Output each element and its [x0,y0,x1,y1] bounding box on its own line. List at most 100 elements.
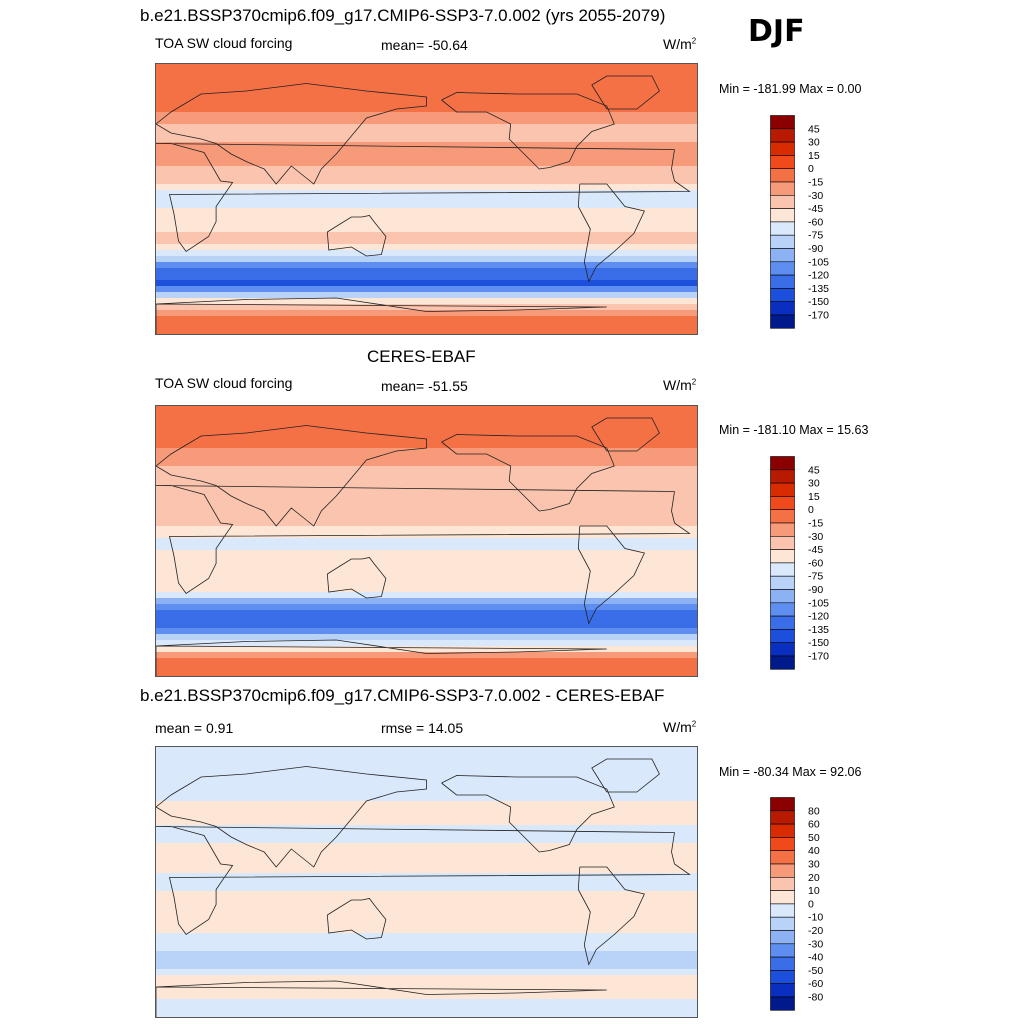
map-band [156,196,697,203]
panel2-map-svg [156,406,697,676]
panel3-title: b.e21.BSSP370cmip6.f09_g17.CMIP6-SSP3-7.… [140,686,665,705]
colorbar-swatch [770,261,795,276]
colorbar-swatch [770,181,795,196]
coastline [326,215,387,257]
colorbar-swatch [770,288,795,302]
colorbar-swatch [770,274,795,289]
panel2-colorbar: 45 30 15 0 -15 -30 -45 -60 -75 -90 -105 -120 -135 -15… [770,456,840,671]
map-band [156,825,697,832]
colorbar-swatch [770,549,795,564]
colorbar-swatch [770,629,795,643]
map-band [156,220,697,227]
map-band [156,789,697,796]
map-band [156,154,697,161]
coastline [441,92,615,170]
colorbar-tick-label: 50 [808,832,820,844]
map-band [156,88,697,95]
map-band [156,616,697,623]
colorbar-swatch [770,482,795,497]
map-band [156,831,697,838]
colorbar-tick-label: 45 [808,464,820,476]
map-band [156,981,697,988]
map-band [156,837,697,844]
panel2-map [155,405,698,677]
colorbar-tick-label: -150 [808,296,829,308]
colorbar-tick-label: -10 [808,912,823,924]
colorbar-tick-label: -90 [808,243,823,255]
colorbar-swatch [770,943,795,958]
map-band [156,634,697,641]
map-band [156,250,697,257]
map-band [156,993,697,1000]
map-band [156,184,697,191]
colorbar-swatch [770,996,795,1011]
panel1-map-svg [156,64,697,334]
map-band [156,945,697,952]
panel1-colorbar: 45 30 15 0 -15 -30 -45 -60 -75 -90 -105 -120 -135 -15… [770,115,840,330]
map-band [156,957,697,964]
colorbar-swatch [770,970,795,984]
map-band [156,406,697,413]
panel1-map [155,63,698,335]
colorbar-swatch [770,823,795,838]
map-band [156,484,697,491]
map-band [156,604,697,611]
map-band [156,466,697,473]
colorbar-swatch [770,234,795,249]
map-band [156,106,697,113]
map-band [156,478,697,485]
colorbar-tick-label: 0 [808,163,814,175]
map-band [156,112,697,119]
map-band [156,747,697,754]
colorbar-tick-label: -105 [808,256,829,268]
map-band [156,813,697,820]
map-band [156,753,697,760]
map-band [156,496,697,503]
map-band [156,526,697,533]
panel3-map [155,746,698,1018]
map-band [156,580,697,587]
map-band [156,861,697,868]
coastline [441,434,615,512]
coastline [156,83,427,185]
colorbar-tick-label: -60 [808,216,823,228]
panel1-units: W/m2 [663,36,697,52]
map-band [156,897,697,904]
colorbar-tick-label: 30 [808,478,820,490]
panel1-minmax: Min = -181.99 Max = 0.00 [719,82,862,96]
map-band [156,430,697,437]
map-band [156,316,697,323]
colorbar-swatch [770,890,795,905]
colorbar-swatch [770,301,795,316]
coastline [156,485,691,595]
colorbar-swatch [770,155,795,170]
map-band [156,136,697,143]
map-band [156,310,697,317]
colorbar-tick-label: -120 [808,270,829,282]
map-band [156,490,697,497]
colorbar-tick-label: -75 [808,230,823,242]
coastline [326,898,387,940]
map-band [156,915,697,922]
coastline [156,639,607,676]
map-band [156,538,697,545]
colorbar-tick-label: 0 [808,898,814,910]
colorbar-tick-label: -120 [808,611,829,623]
map-band [156,921,697,928]
colorbar-swatch [770,797,795,812]
colorbar-tick-label: 45 [808,123,820,135]
map-band [156,274,697,281]
colorbar-swatch [770,655,795,670]
map-band [156,64,697,71]
map-band [156,759,697,766]
colorbar-tick-label: 15 [808,491,820,503]
map-band [156,244,697,251]
map-band [156,124,697,131]
map-band [156,514,697,521]
colorbar-swatch [770,168,795,183]
colorbar-swatch [770,916,795,931]
colorbar-tick-label: -90 [808,584,823,596]
map-band [156,472,697,479]
colorbar-tick-label: 30 [808,859,820,871]
map-band [156,298,697,305]
